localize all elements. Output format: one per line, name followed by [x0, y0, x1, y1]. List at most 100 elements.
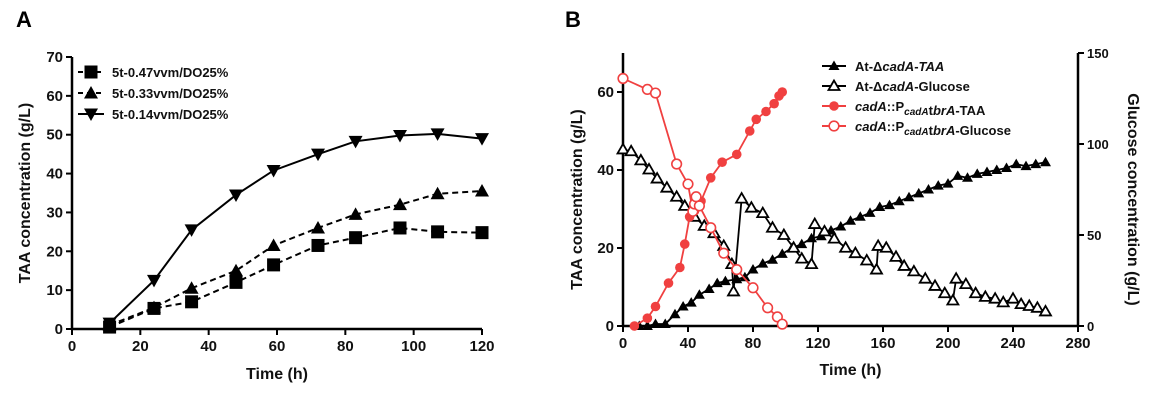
data-point: [650, 171, 665, 184]
data-point: [659, 318, 671, 329]
legend-label-part: cadA: [882, 79, 914, 94]
x-tick-label: 280: [1065, 335, 1090, 352]
data-point: [475, 184, 489, 197]
data-point: [1001, 162, 1012, 173]
data-point: [1030, 158, 1042, 169]
series-line: [109, 226, 483, 328]
legend-label: At-ΔcadA-TAA: [855, 59, 944, 74]
data-point: [705, 222, 717, 234]
data-point: [649, 87, 662, 99]
x-tick-label: 60: [269, 338, 286, 355]
data-point: [937, 285, 952, 299]
data-point: [229, 263, 243, 277]
data-point: [677, 198, 692, 211]
legend-marker: [826, 78, 842, 91]
legend-marker: [84, 108, 98, 121]
data-point: [349, 231, 363, 245]
y-tick-label: 70: [46, 49, 63, 66]
data-point: [906, 264, 921, 277]
data-point: [311, 220, 325, 234]
x-tick-label: 80: [337, 338, 354, 355]
x-tick-label: 160: [870, 335, 895, 352]
data-point: [1022, 298, 1037, 311]
data-point: [744, 126, 755, 136]
data-point: [786, 240, 801, 253]
data-point: [393, 197, 407, 211]
x-tick-label: 240: [1000, 335, 1025, 352]
data-point: [1005, 291, 1021, 304]
data-point: [669, 308, 681, 319]
data-point: [744, 200, 759, 213]
legend-label: 5t-0.47vvm/DO25%: [112, 65, 229, 80]
x-tick-label: 80: [745, 335, 762, 352]
x-tick-label: 200: [935, 335, 960, 352]
y-tick-label: 0: [55, 321, 63, 338]
x-tick-label: 120: [469, 338, 494, 355]
y2-axis-label: Glucose concentration (g/L): [1124, 93, 1141, 305]
x-tick-label: 40: [680, 335, 697, 352]
data-point: [991, 164, 1003, 174]
data-point: [102, 317, 117, 331]
data-point: [633, 153, 648, 166]
x-tick-label: 20: [132, 338, 149, 355]
data-point: [923, 184, 934, 194]
data-point: [807, 216, 822, 229]
legend-label: cadA::PcadAtbrA-TAA: [855, 99, 986, 118]
data-point: [874, 201, 886, 212]
legend-label-part: At-Δ: [855, 59, 882, 74]
data-point: [642, 313, 653, 324]
data-point: [650, 301, 661, 312]
data-point: [996, 295, 1011, 308]
data-point: [266, 238, 281, 251]
data-point: [817, 224, 832, 237]
chart-a: 0 10 20 30 40 50 60 70 0 20 40 60 80 100 120 Time (h) TA…: [17, 49, 495, 383]
data-point: [266, 164, 281, 178]
data-point: [864, 207, 876, 217]
data-point: [949, 271, 964, 284]
data-point: [893, 195, 905, 206]
data-point: [971, 168, 983, 178]
data-point: [671, 158, 683, 170]
data-point: [903, 191, 915, 202]
data-point: [690, 191, 702, 203]
data-point: [761, 106, 771, 117]
legend-marker: [828, 120, 840, 132]
data-point: [854, 211, 866, 221]
data-point: [794, 251, 809, 264]
data-point: [932, 180, 944, 190]
data-point: [796, 238, 808, 249]
data-point: [675, 262, 685, 273]
data-point: [765, 220, 780, 233]
data-point: [229, 275, 243, 289]
data-point: [888, 249, 904, 262]
data-point: [311, 148, 325, 162]
y2-tick-label: 0: [1087, 319, 1094, 334]
data-point: [431, 225, 445, 239]
legend-label-part: TAA: [919, 59, 945, 74]
y-tick-label: 20: [597, 240, 614, 257]
x-tick-label: 0: [619, 335, 627, 352]
legend-label-part: t: [929, 103, 934, 118]
data-point: [629, 321, 640, 331]
data-point: [718, 247, 730, 259]
data-point: [693, 289, 705, 299]
data-point: [705, 173, 716, 183]
x-tick-label: 100: [401, 338, 426, 355]
data-point: [1020, 160, 1032, 171]
data-point: [1030, 300, 1045, 313]
y-tick-label: 10: [46, 282, 63, 299]
data-point: [845, 215, 856, 225]
data-point: [703, 283, 715, 293]
y2-tick-label: 150: [1087, 46, 1109, 61]
data-point: [229, 189, 243, 202]
legend-label-part: -: [914, 59, 918, 74]
y2-tick-label: 100: [1087, 137, 1109, 152]
data-point: [871, 238, 886, 251]
x-tick-label: 0: [68, 338, 76, 355]
data-point: [731, 149, 742, 160]
data-point: [879, 240, 894, 253]
legend-label-part: cadA: [855, 119, 887, 134]
x-tick-label: 120: [805, 335, 830, 352]
data-point: [348, 207, 363, 220]
